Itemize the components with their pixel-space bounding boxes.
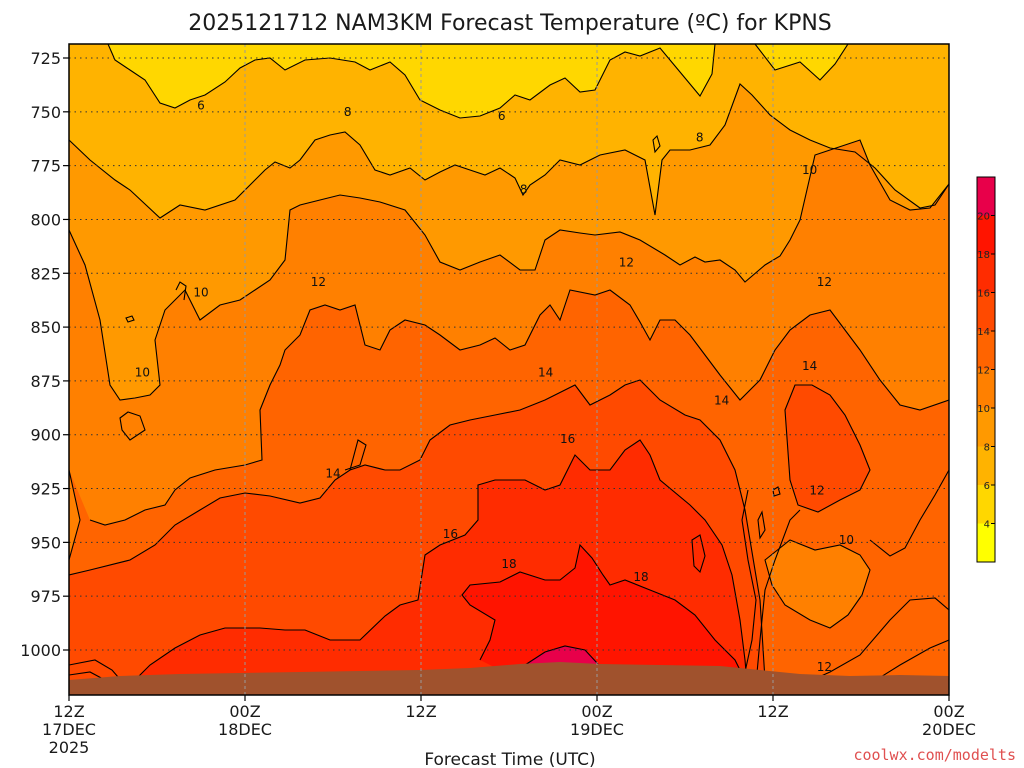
- y-tick-label: 900: [30, 426, 61, 445]
- colorbar-tick-label: 4: [984, 520, 990, 531]
- colorbar-tick-label: 16: [977, 289, 990, 300]
- contour-label: 14: [714, 393, 729, 407]
- x-tick-label: 00Z: [229, 702, 260, 721]
- colorbar-tick-label: 10: [977, 404, 990, 415]
- x-tick-label: 20DEC: [922, 720, 976, 739]
- colorbar-segment: [977, 215, 995, 254]
- colorbar-tick-label: 12: [977, 366, 990, 377]
- contour-lines: [69, 44, 949, 695]
- y-tick-label: 925: [30, 480, 61, 499]
- contour-label: 10: [802, 163, 817, 177]
- x-gridlines: [244, 44, 774, 695]
- band-4-6: [108, 44, 848, 118]
- y-tick-label: 750: [30, 103, 61, 122]
- colorbar-segment: [977, 177, 995, 216]
- contour-label: 18: [501, 557, 516, 571]
- contour-label: 8: [696, 131, 704, 145]
- y-tick-label: 1000: [20, 641, 61, 660]
- contour-label: 12: [817, 275, 832, 289]
- x-axis-title: Forecast Time (UTC): [424, 750, 595, 768]
- contour-label: 18: [633, 570, 648, 584]
- colorbar-segment: [977, 369, 995, 408]
- y-tick-label: 800: [30, 210, 61, 229]
- contour-label: 16: [560, 432, 575, 446]
- y-tick-label: 725: [30, 49, 61, 68]
- colorbar-segment: [977, 254, 995, 293]
- colorbar: 4 6 8 10 12 14 16 18 20: [976, 176, 996, 563]
- contour-label: 8: [520, 182, 528, 196]
- contour-label: 12: [311, 275, 326, 289]
- x-tick-label: 19DEC: [570, 720, 624, 739]
- contour-label: 10: [135, 365, 150, 379]
- y-axis: 725 750 775 800 825 850 875 900 925 950 975 1000: [20, 49, 69, 660]
- colorbar-segment: [977, 408, 995, 447]
- contour-label: 14: [325, 466, 340, 480]
- chart-title: 2025121712 NAM3KM Forecast Temperature (…: [188, 11, 832, 36]
- x-tick-label: 17DEC: [42, 720, 96, 739]
- y-gridlines: [69, 57, 949, 651]
- colorbar-segment: [977, 523, 995, 562]
- y-tick-label: 825: [30, 264, 61, 283]
- x-tick-label: 12Z: [757, 702, 788, 721]
- credit-text: coolwx.com/modelts: [853, 746, 1016, 764]
- x-tick-label: 18DEC: [218, 720, 272, 739]
- band-14-16-east: [785, 385, 870, 512]
- band-10-12-east: [765, 540, 870, 628]
- contour-label: 6: [197, 98, 205, 112]
- colorbar-tick-label: 18: [977, 250, 990, 261]
- contour-label: 10: [193, 286, 208, 300]
- x-tick-label: 2025: [49, 738, 90, 757]
- colorbar-segment: [977, 446, 995, 485]
- contour-label: 10: [839, 533, 854, 547]
- x-tick-label: 00Z: [933, 702, 964, 721]
- y-tick-label: 975: [30, 587, 61, 606]
- contour-label: 16: [443, 527, 458, 541]
- band-20-22: [525, 646, 598, 665]
- colorbar-tick-label: 6: [984, 481, 990, 492]
- contour-label: 12: [817, 660, 832, 674]
- colorbar-tick-label: 14: [977, 327, 990, 338]
- x-tick-label: 00Z: [581, 702, 612, 721]
- colorbar-segment: [977, 331, 995, 370]
- x-tick-label: 12Z: [53, 702, 84, 721]
- contour-label: 14: [802, 359, 817, 373]
- contour-label: 12: [619, 256, 634, 270]
- colorbar-segment: [977, 485, 995, 524]
- y-tick-label: 775: [30, 157, 61, 176]
- colorbar-tick-label: 20: [977, 212, 990, 223]
- y-tick-label: 950: [30, 533, 61, 552]
- contour-label: 8: [344, 105, 352, 119]
- terrain: [69, 662, 949, 695]
- contour-labels: 6 6 8 8 8 10 10 10 10 12 12 12 12 12 14 14 14 14 16 16 18 18: [135, 98, 854, 674]
- colorbar-segment: [977, 292, 995, 331]
- contour-label: 14: [538, 365, 553, 379]
- contour-label: 12: [809, 484, 824, 498]
- x-tick-label: 12Z: [405, 702, 436, 721]
- contour-label: 6: [498, 109, 506, 123]
- y-tick-label: 875: [30, 372, 61, 391]
- colorbar-tick-label: 8: [984, 443, 990, 454]
- y-tick-label: 850: [30, 318, 61, 337]
- plot-frame: [68, 43, 950, 696]
